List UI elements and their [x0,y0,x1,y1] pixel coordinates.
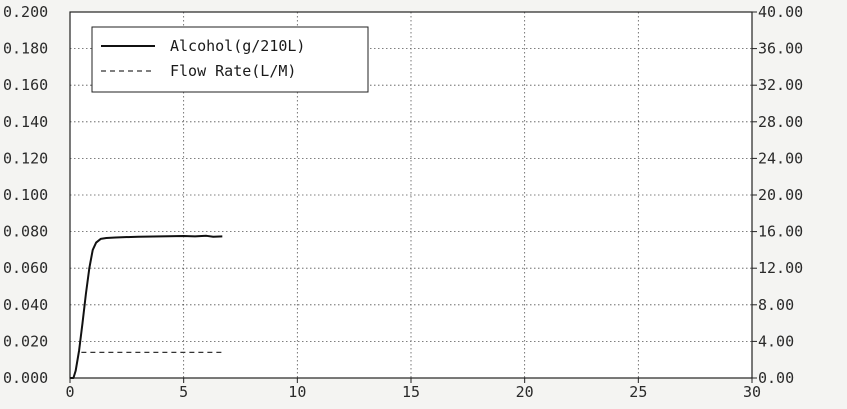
left-tick-label: 0.000 [3,369,48,387]
right-axis-ticks: 0.00 4.00 8.00 12.00 16.00 20.00 24.00 28.00 32.… [752,3,803,387]
grid [70,12,752,378]
x-tick-label: 15 [402,383,420,401]
right-tick-label: 4.00 [758,332,794,350]
right-tick-label: 16.00 [758,223,803,241]
left-tick-label: 0.120 [3,149,48,167]
series-lines [70,234,223,379]
x-tick-label: 30 [743,383,761,401]
right-tick-label: 20.00 [758,186,803,204]
right-tick-label: 24.00 [758,149,803,167]
left-axis-ticks: 0.000 0.020 0.040 0.060 0.080 0.100 0.120 0.140… [3,3,48,387]
x-tick-label: 20 [516,383,534,401]
x-tick-label: 10 [288,383,306,401]
right-tick-label: 8.00 [758,296,794,314]
x-tick-label: 25 [629,383,647,401]
legend-label-flow-rate: Flow Rate(L/M) [170,62,296,80]
left-tick-label: 0.080 [3,223,48,241]
series-line-alcohol [70,234,223,379]
legend-box [91,26,369,93]
legend-label-alcohol: Alcohol(g/210L) [170,37,305,55]
left-tick-label: 0.040 [3,296,48,314]
x-tick-label: 0 [65,383,74,401]
left-tick-label: 0.180 [3,40,48,58]
right-tick-label: 40.00 [758,3,803,21]
right-tick-label: 0.00 [758,369,794,387]
left-tick-label: 0.060 [3,259,48,277]
left-tick-label: 0.140 [3,113,48,131]
left-tick-label: 0.160 [3,76,48,94]
left-tick-label: 0.020 [3,332,48,350]
right-tick-label: 32.00 [758,76,803,94]
right-tick-label: 28.00 [758,113,803,131]
right-tick-label: 12.00 [758,259,803,277]
left-tick-label: 0.100 [3,186,48,204]
left-tick-label: 0.200 [3,3,48,21]
legend: Alcohol(g/210L) Flow Rate(L/M) [91,26,369,93]
right-tick-label: 36.00 [758,40,803,58]
x-axis-ticks: 0 5 10 15 20 25 30 [65,378,761,401]
x-tick-label: 5 [179,383,188,401]
